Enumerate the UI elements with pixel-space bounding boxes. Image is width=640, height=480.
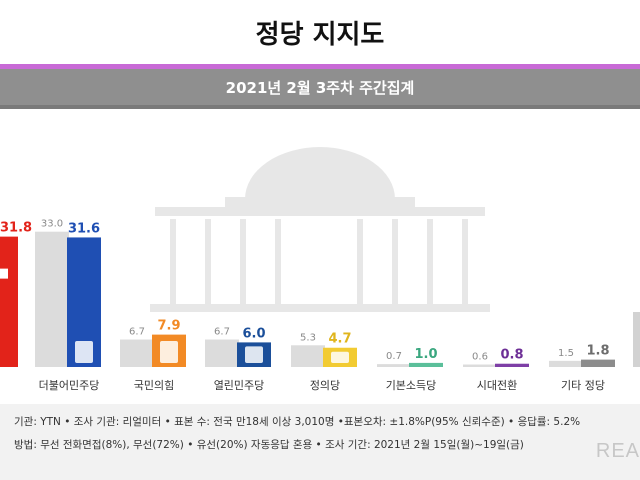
value-label-current: 0.8 xyxy=(500,348,523,363)
value-label-partial: 31.8 xyxy=(0,221,32,236)
category-label: 기본소득당 xyxy=(386,379,437,392)
value-label-prev: 5.3 xyxy=(300,332,316,343)
footer-notes: 기관: YTN • 조사 기관: 리얼미터 • 표본 수: 전국 만18세 이상… xyxy=(0,404,640,480)
page-title: 정당 지지도 xyxy=(255,19,385,50)
bar-current-week xyxy=(409,362,443,367)
value-label-current: 1.8 xyxy=(586,344,609,359)
bar-partial xyxy=(0,236,18,367)
bar-prev-week xyxy=(463,364,497,367)
bar-prev-week xyxy=(205,339,239,367)
category-label: 정의당 xyxy=(310,379,340,392)
footnote-method: 방법: 무선 전화면접(8%), 무선(72%) • 유선(20%) 자동응답 … xyxy=(14,439,524,451)
capitol-building-icon xyxy=(150,147,490,312)
value-label-prev: 33.0 xyxy=(41,219,63,230)
title-divider xyxy=(0,64,640,69)
broadcaster-logo: REA xyxy=(595,440,640,462)
value-label-prev: 6.7 xyxy=(214,327,230,338)
chart-area: 31.8 33.0 31.6 더불어민주당 6.7 7.9 국민의힘 6.7 6.0 열린민주당 5… xyxy=(0,109,640,404)
bar-current-week xyxy=(495,363,529,367)
party-logo-icon xyxy=(245,346,263,363)
party-logo-icon xyxy=(75,341,93,363)
bar-prev-week xyxy=(35,231,69,367)
party-logo-icon xyxy=(331,351,349,363)
value-label-current: 7.9 xyxy=(157,319,180,334)
value-label-prev: 1.5 xyxy=(558,348,574,359)
category-label: 시대전환 xyxy=(477,379,517,392)
party-logo-icon xyxy=(160,341,178,363)
bar-prev-week xyxy=(549,360,583,367)
category-label: 국민의힘 xyxy=(134,379,174,392)
party-logo-icon xyxy=(0,268,8,279)
category-label: 열린민주당 xyxy=(214,379,265,392)
value-label-current: 6.0 xyxy=(242,326,265,341)
bar-partial-right xyxy=(633,312,640,367)
value-label-current: 1.0 xyxy=(414,347,437,362)
value-label-current: 4.7 xyxy=(328,332,351,347)
value-label-prev: 0.6 xyxy=(472,352,488,363)
bar-prev-week xyxy=(291,345,325,367)
value-label-prev: 0.7 xyxy=(386,351,402,362)
bar-prev-week xyxy=(120,339,154,367)
category-label: 더불어민주당 xyxy=(39,379,100,392)
footnote-survey-info: 기관: YTN • 조사 기관: 리얼미터 • 표본 수: 전국 만18세 이상… xyxy=(14,416,581,428)
category-label: 기타 정당 xyxy=(561,379,605,392)
value-label-current: 31.6 xyxy=(68,221,100,236)
value-label-prev: 6.7 xyxy=(129,327,145,338)
bar-chart: 31.8 33.0 31.6 더불어민주당 6.7 7.9 국민의힘 6.7 6.0 열린민주당 5… xyxy=(0,147,640,392)
bar-current-week xyxy=(581,359,615,367)
bar-prev-week xyxy=(377,364,411,367)
chart-subtitle: 2021년 2월 3주차 주간집계 xyxy=(0,69,640,109)
